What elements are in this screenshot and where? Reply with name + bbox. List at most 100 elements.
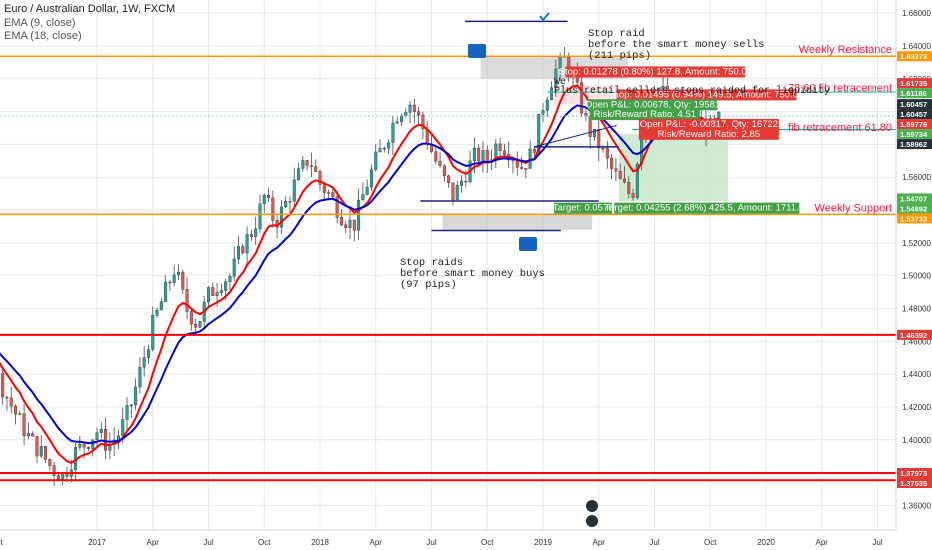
candle-down <box>438 160 442 166</box>
candle-up <box>159 301 163 311</box>
candle-up <box>717 111 721 119</box>
candle-down <box>580 82 584 114</box>
price-tick-label: 1.50000 <box>902 272 931 281</box>
price-tag: 1.60457 <box>900 100 927 109</box>
time-tick-label: Jul <box>426 538 436 547</box>
grid-layer <box>0 0 896 530</box>
candle-down <box>48 459 52 466</box>
price-tag: 1.58962 <box>900 140 927 149</box>
candle-up <box>125 405 129 420</box>
price-tick-label: 1.52000 <box>902 239 931 248</box>
price-tag-bg <box>897 88 932 99</box>
price-tag: 1.46392 <box>900 331 927 340</box>
price-tag-bg <box>897 478 932 489</box>
time-tick-label: Apr <box>593 538 606 547</box>
price-tag-bg <box>897 468 932 479</box>
candle-down <box>86 447 90 449</box>
stop-raid-top-text: (211 pips) <box>588 50 651 62</box>
candle-up <box>232 258 236 277</box>
candle-up <box>661 85 665 90</box>
signal-flag-icon <box>468 44 486 58</box>
price-tag-bg <box>897 78 932 89</box>
candle-up <box>176 271 180 276</box>
candle-down <box>9 397 13 407</box>
candle-up <box>550 87 554 101</box>
price-tick-label: 1.42000 <box>902 403 931 412</box>
price-tag: 1.61735 <box>900 79 927 88</box>
candle-up <box>554 68 558 88</box>
candle-down <box>417 111 421 116</box>
candle-down <box>5 396 9 399</box>
candle-up <box>541 110 545 115</box>
ema9-line <box>0 84 720 465</box>
candle-down <box>104 429 108 451</box>
time-tick-label: 2018 <box>311 538 329 547</box>
candle-down <box>335 196 339 218</box>
price-tick-label: 1.66000 <box>902 9 931 18</box>
time-tick-label: Jul <box>203 538 213 547</box>
time-tick-label: Oct <box>258 538 271 547</box>
rr-box-short-text: Risk/Reward Ratio: 2.85 <box>658 129 760 140</box>
time-tick-label: 2020 <box>757 538 775 547</box>
candle-down <box>511 159 515 162</box>
candle-up <box>237 246 241 260</box>
candle-up <box>134 386 138 406</box>
candle-up <box>460 180 464 186</box>
pnl-box-long-text: Open P&L: 0.00678, Qty: 19581 <box>585 99 720 110</box>
rr-box-long-bg <box>589 109 700 121</box>
candle-up <box>121 419 125 437</box>
candle-up <box>404 112 408 116</box>
candle-up <box>155 309 159 316</box>
candle-down <box>14 405 18 415</box>
candle-down <box>22 413 26 437</box>
target-box-1-text: Target: 0.0576 <box>553 203 614 214</box>
candle-down <box>464 180 468 183</box>
price-tag-bg <box>897 119 932 130</box>
time-tick-label: Jul <box>649 538 659 547</box>
price-tag: 1.54692 <box>900 204 927 213</box>
trend-line <box>533 125 617 148</box>
candle-down <box>52 465 56 476</box>
candle-down <box>249 233 253 237</box>
candle-down <box>339 217 343 226</box>
time-tick-label: Apr <box>816 538 829 547</box>
chart-legend: Euro / Australian Dollar, 1W, FXCM EMA (… <box>4 3 175 44</box>
candle-down <box>314 166 318 172</box>
candle-down <box>485 150 489 163</box>
candle-up <box>146 349 150 358</box>
pnl-box-short-text: Open P&L: -0.00817, Qty: 16722 <box>640 119 778 130</box>
icons-layer <box>468 12 598 527</box>
stop-box-2-bg <box>616 89 797 101</box>
price-axis: 1.360001.380001.400001.420001.440001.460… <box>895 0 932 550</box>
target-box-2-bg <box>614 202 800 214</box>
candle-down <box>35 436 39 457</box>
candle-up <box>472 147 476 162</box>
candle-down <box>181 271 185 290</box>
candle-up <box>387 142 391 149</box>
candle-up <box>365 187 369 195</box>
signal-flag-icon <box>519 237 537 251</box>
price-tag: 1.59734 <box>900 130 928 139</box>
retail-note-prefix: We <box>554 77 566 88</box>
ema18-line <box>0 104 720 445</box>
candle-down <box>601 147 605 150</box>
candle-up <box>78 443 82 448</box>
stop-box-1-text: Stop: 0.01278 (0.80%) 127.8, Amount: 750… <box>559 66 752 77</box>
candle-down <box>185 289 189 312</box>
price-tag: 1.54707 <box>900 194 927 203</box>
time-tick-label: 2017 <box>88 538 106 547</box>
candle-up <box>245 233 249 254</box>
candle-down <box>524 168 528 170</box>
price-tag: 1.61186 <box>900 89 927 98</box>
candle-down <box>610 157 614 169</box>
candle-down <box>434 151 438 162</box>
rr-box-short-bg <box>638 128 779 140</box>
target-box-1-bg <box>554 202 613 214</box>
candle-up <box>361 194 365 201</box>
candle-down <box>82 443 86 448</box>
pnl-box-long-bg <box>587 99 718 111</box>
candle-up <box>254 228 258 237</box>
candle-up <box>374 151 378 170</box>
